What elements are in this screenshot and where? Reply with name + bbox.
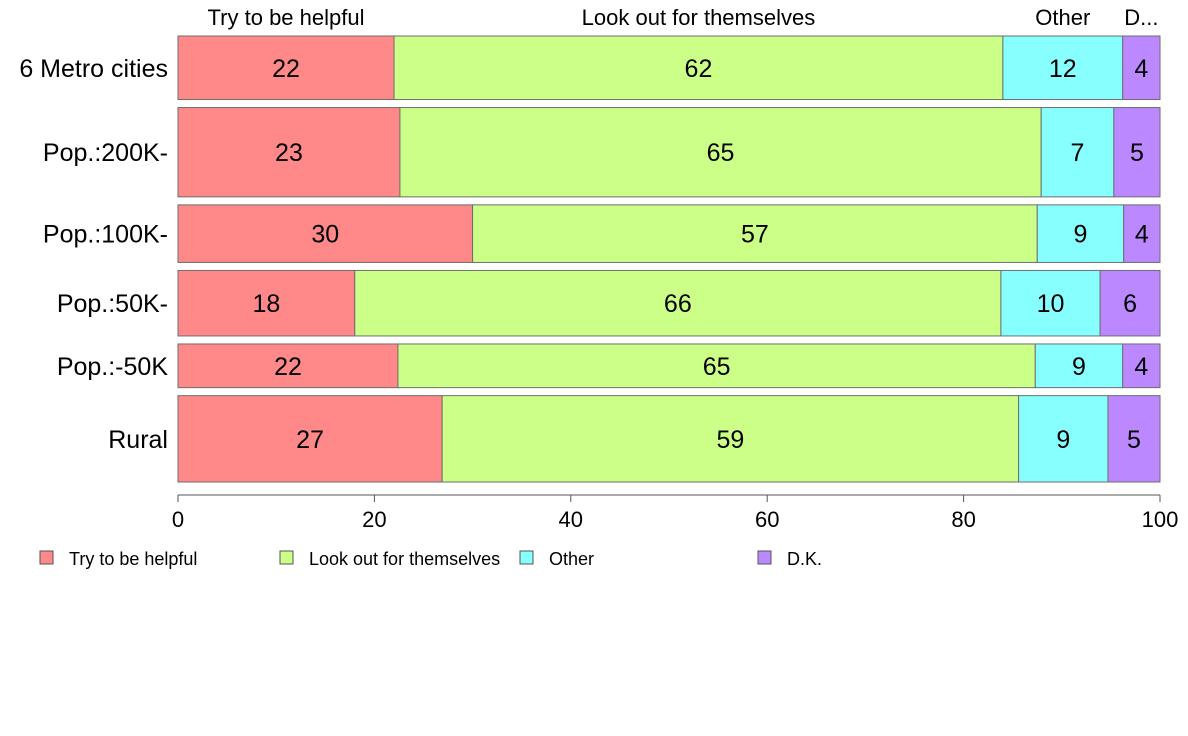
bar-segment [393, 35, 1004, 101]
category-label: Pop.:100K- [43, 221, 168, 249]
x-tick-label: 80 [951, 507, 975, 532]
x-tick-label: 100 [1142, 507, 1179, 532]
bar-segment [177, 343, 399, 389]
top-series-label: Try to be helpful [208, 5, 365, 30]
data-label: 27 [296, 426, 324, 454]
bar-row: Pop.:-50K 22 65 9 4 [57, 343, 1161, 389]
bar-segment [1107, 395, 1161, 483]
bar-row: 6 Metro cities 22 62 12 4 [19, 35, 1161, 101]
bar-segment [472, 204, 1038, 263]
legend-swatch [757, 550, 772, 565]
x-tick-label: 60 [755, 507, 779, 532]
data-label: 9 [1074, 221, 1088, 249]
data-label: 62 [685, 55, 713, 83]
bar-segment [177, 395, 443, 483]
x-tick-label: 20 [362, 507, 386, 532]
legend: Try to be helpful Look out for themselves… [39, 549, 822, 569]
bar-segment [399, 107, 1042, 198]
data-label: 59 [716, 426, 744, 454]
data-label: 22 [272, 55, 300, 83]
bar-segment [354, 269, 1002, 337]
category-label: Rural [108, 426, 168, 454]
bar-segment [177, 107, 401, 198]
legend-label: Look out for themselves [309, 549, 500, 569]
data-label: 9 [1056, 426, 1070, 454]
category-label: Pop.:-50K [57, 353, 169, 381]
legend-label: Other [549, 549, 594, 569]
bar-segment [397, 343, 1036, 389]
legend-swatch [519, 550, 534, 565]
top-series-label: D... [1124, 5, 1158, 30]
legend-swatch [39, 550, 54, 565]
bar-segment [177, 35, 395, 101]
data-label: 4 [1134, 353, 1148, 381]
legend-label: D.K. [787, 549, 822, 569]
bar-row: Rural 27 59 9 5 [108, 395, 1161, 483]
bar-segment [1040, 107, 1115, 198]
category-label: 6 Metro cities [19, 55, 168, 83]
bar-segment [177, 204, 474, 263]
bar-segment [177, 269, 356, 337]
data-label: 22 [274, 353, 302, 381]
data-label: 65 [703, 353, 731, 381]
bar-segment [1018, 395, 1109, 483]
top-series-label: Other [1035, 5, 1090, 30]
bar-row: Pop.:100K- 30 57 9 4 [43, 204, 1161, 263]
x-tick-label: 40 [559, 507, 583, 532]
data-label: 6 [1123, 290, 1137, 318]
category-label: Pop.:200K- [43, 139, 168, 167]
legend-label: Try to be helpful [69, 549, 197, 569]
data-label: 57 [741, 221, 769, 249]
top-series-label: Look out for themselves [582, 5, 816, 30]
bar-segment [1113, 107, 1161, 198]
data-label: 23 [275, 139, 303, 167]
bar-row: Pop.:200K- 23 65 7 5 [43, 107, 1161, 198]
data-label: 66 [664, 290, 692, 318]
data-label: 7 [1071, 139, 1085, 167]
bar-segment [1099, 269, 1161, 337]
data-label: 4 [1135, 221, 1149, 249]
bar-segment [1002, 35, 1124, 101]
x-axis: 0 20 40 60 80 100 [172, 494, 1179, 532]
data-label: 5 [1130, 139, 1144, 167]
data-label: 65 [707, 139, 735, 167]
data-label: 9 [1072, 353, 1086, 381]
bar-segment [1034, 343, 1124, 389]
top-series-labels: Try to be helpful Look out for themselves… [208, 5, 1159, 30]
data-label: 30 [311, 221, 339, 249]
bar-row: Pop.:50K- 18 66 10 6 [57, 269, 1161, 337]
data-label: 5 [1127, 426, 1141, 454]
category-label: Pop.:50K- [57, 290, 168, 318]
bar-segment [441, 395, 1020, 483]
x-tick-label: 0 [172, 507, 184, 532]
data-label: 18 [252, 290, 280, 318]
bar-segment [1122, 35, 1161, 101]
data-label: 12 [1049, 55, 1077, 83]
data-label: 4 [1134, 55, 1148, 83]
bar-segment [1123, 204, 1161, 263]
legend-swatch [279, 550, 294, 565]
bar-segment [1122, 343, 1161, 389]
data-label: 10 [1037, 290, 1065, 318]
